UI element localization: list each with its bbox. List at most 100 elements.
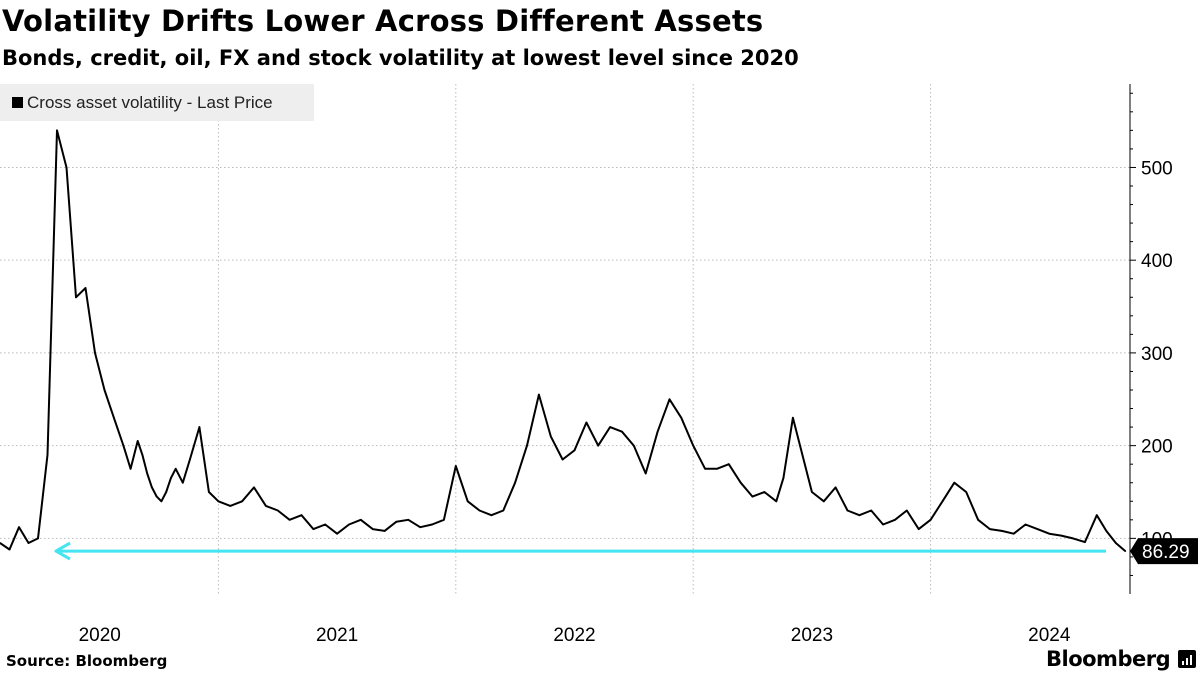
- data-point: [989, 528, 991, 530]
- source-note: Source: Bloomberg: [6, 652, 168, 670]
- data-point: [56, 129, 58, 132]
- data-point: [360, 519, 362, 521]
- data-point: [165, 491, 167, 493]
- data-point: [371, 528, 374, 530]
- data-point: [561, 458, 564, 461]
- y-tick-label: 300: [1141, 344, 1173, 365]
- data-point: [1115, 542, 1117, 544]
- data-point: [129, 468, 132, 470]
- data-point: [18, 526, 20, 528]
- data-point: [597, 444, 599, 447]
- data-point: [241, 500, 243, 503]
- data-point: [977, 519, 979, 521]
- data-point: [170, 477, 172, 479]
- data-point: [75, 296, 77, 299]
- data-point: [751, 495, 754, 498]
- data-point: [1124, 550, 1127, 552]
- data-point: [801, 454, 804, 456]
- data-point: [466, 500, 469, 503]
- data-point: [136, 440, 139, 442]
- data-point: [478, 509, 481, 512]
- data-point: [419, 526, 422, 528]
- data-point: [929, 519, 932, 521]
- data-point: [229, 505, 232, 507]
- data-point: [1048, 532, 1051, 535]
- data-point: [882, 523, 884, 526]
- data-point: [395, 520, 398, 523]
- data-point: [502, 509, 505, 512]
- data-point: [94, 352, 96, 354]
- data-point: [84, 287, 87, 289]
- data-point: [846, 509, 849, 512]
- x-tick-label: 2020: [79, 625, 121, 646]
- last-value-flag: [1130, 538, 1198, 565]
- data-point: [324, 523, 327, 526]
- data-point: [609, 426, 611, 428]
- data-point: [122, 444, 125, 447]
- x-tick-label: 2021: [316, 625, 358, 646]
- data-point: [160, 500, 163, 503]
- data-point: [1001, 530, 1003, 532]
- data-point: [858, 514, 861, 516]
- data-point: [526, 444, 528, 447]
- bar-chart-icon: [1178, 650, 1196, 668]
- data-point: [656, 430, 659, 433]
- data-point: [550, 435, 552, 438]
- data-point: [1012, 532, 1015, 535]
- data-point: [8, 548, 11, 551]
- y-axis: 100200300400500: [1129, 84, 1173, 594]
- reference-arrowhead: [54, 541, 71, 561]
- data-point: [906, 509, 908, 512]
- data-point: [692, 444, 694, 447]
- data-point: [0, 542, 1, 544]
- data-point: [1084, 541, 1086, 543]
- gridlines: [0, 84, 1130, 594]
- data-point: [174, 468, 177, 470]
- bloomberg-logo: Bloomberg: [1046, 647, 1171, 671]
- chart-title: Volatility Drifts Lower Across Different…: [2, 4, 764, 38]
- data-point: [573, 449, 576, 452]
- data-point: [37, 537, 39, 540]
- reference-line-group: [54, 541, 1106, 561]
- data-point: [965, 491, 967, 493]
- data-point: [336, 532, 338, 535]
- x-tick-label: 2024: [1028, 625, 1071, 646]
- data-point: [182, 481, 184, 484]
- data-point: [585, 421, 588, 424]
- data-point: [1024, 523, 1027, 526]
- data-point: [739, 481, 742, 484]
- data-point: [811, 491, 813, 493]
- data-point: [644, 472, 647, 475]
- data-point: [300, 514, 303, 516]
- data-point: [490, 514, 493, 516]
- data-point: [621, 430, 623, 433]
- x-axis: 2020 2021 2022 2023 2024: [79, 625, 1071, 646]
- data-point: [312, 528, 315, 530]
- data-point: [894, 519, 896, 521]
- data-point: [1036, 528, 1039, 530]
- data-point: [953, 481, 956, 484]
- data-point: [277, 509, 279, 512]
- data-point: [65, 166, 68, 169]
- chart-subtitle: Bonds, credit, oil, FX and stock volatil…: [2, 46, 799, 70]
- data-point: [407, 519, 410, 521]
- data-point: [46, 454, 49, 456]
- last-value-label: 86.29: [1142, 542, 1190, 563]
- legend-label: Cross asset volatility - Last Price: [27, 92, 273, 112]
- y-tick-label: 400: [1141, 251, 1173, 272]
- data-point: [1105, 530, 1108, 532]
- data-point: [443, 519, 445, 521]
- data-point: [514, 481, 516, 484]
- data-point: [141, 454, 144, 456]
- data-point: [834, 486, 837, 489]
- data-point: [155, 495, 158, 498]
- data-point: [633, 444, 635, 447]
- y-tick-label: 500: [1141, 158, 1173, 179]
- data-point: [941, 500, 944, 503]
- data-point: [704, 468, 706, 470]
- data-point: [716, 468, 718, 470]
- data-point: [113, 417, 115, 419]
- series-line: [0, 129, 1126, 552]
- data-point: [383, 530, 386, 532]
